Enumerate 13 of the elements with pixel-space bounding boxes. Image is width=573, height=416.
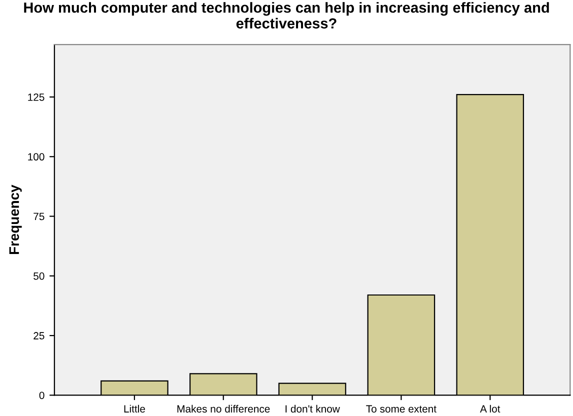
y-tick-label: 75 <box>34 212 44 220</box>
y-tick-label: 100 <box>28 153 44 161</box>
y-tick-label: 50 <box>34 272 44 280</box>
x-tick-label: Little <box>124 404 145 413</box>
y-tick-label: 25 <box>34 332 44 340</box>
x-tick-label: To some extent <box>366 405 436 413</box>
y-axis-title: Frequency <box>9 184 22 254</box>
x-tick-label: I don't know <box>286 404 340 413</box>
chart-title: How much computer and technologies can help in increasing efficiency and effectiveness? <box>24 2 549 29</box>
x-tick-label: Makes no difference <box>177 404 270 413</box>
x-tick-label: A lot <box>480 404 500 413</box>
y-tick-label: 0 <box>39 392 44 400</box>
y-tick-label: 125 <box>28 93 44 101</box>
